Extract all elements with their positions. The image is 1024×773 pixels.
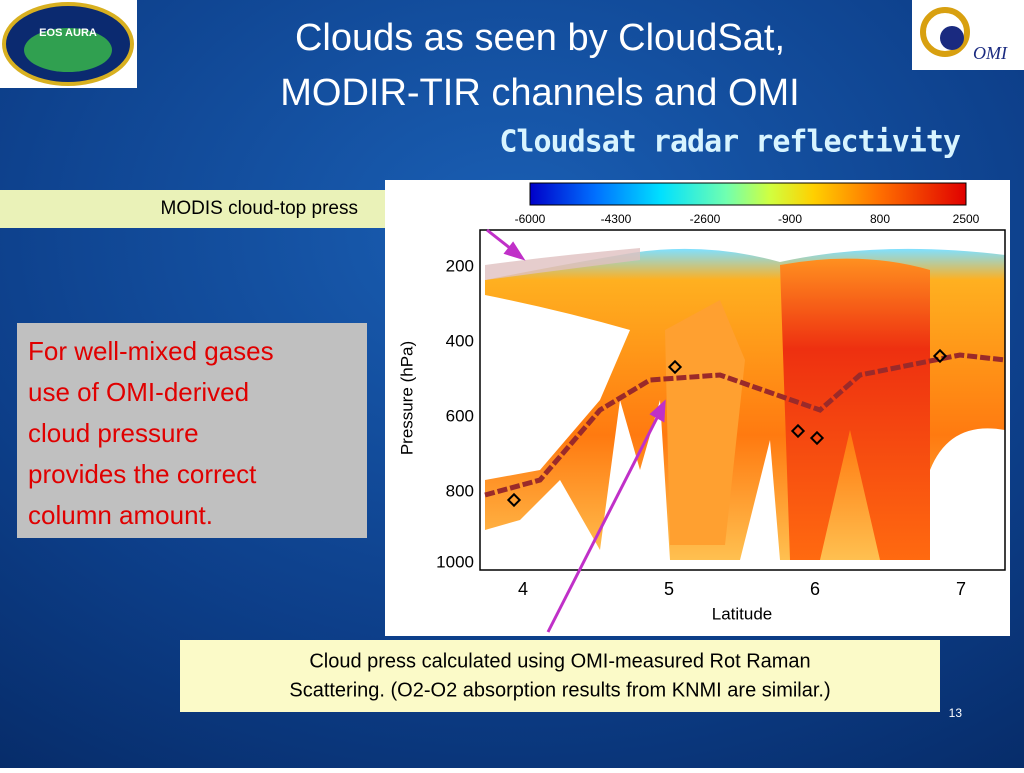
y-tick-label: 200 xyxy=(446,256,474,275)
y-tick-label: 600 xyxy=(446,406,474,425)
y-tick-label: 1000 xyxy=(436,552,474,571)
modis-label-box xyxy=(0,190,385,228)
x-tick-label: 6 xyxy=(810,579,820,599)
colorbar-label: -4300 xyxy=(601,212,632,226)
reflectivity-image xyxy=(484,248,1006,560)
logo-left-globe xyxy=(24,28,112,72)
cloud-column xyxy=(665,300,745,545)
left-box-line: For well-mixed gases xyxy=(28,336,274,366)
title-line: MODIR-TIR channels and OMI xyxy=(280,72,799,114)
y-tick-label: 400 xyxy=(446,331,474,350)
x-tick-labels: 4 5 6 7 xyxy=(518,579,966,599)
x-tick-label: 7 xyxy=(956,579,966,599)
left-box-line: provides the correct xyxy=(28,459,257,489)
x-axis-title: Latitude xyxy=(712,604,773,623)
cloud-core xyxy=(780,258,930,560)
page-number: 13 xyxy=(949,706,963,720)
logo-right-ring xyxy=(920,7,970,57)
colorbar-labels: -6000 -4300 -2600 -900 800 2500 xyxy=(515,212,980,226)
omi-points xyxy=(506,348,948,508)
colorbar xyxy=(529,182,967,206)
left-box-text: For well-mixed gases use of OMI-derived … xyxy=(28,336,274,530)
y-axis-title: Pressure (hPa) xyxy=(397,341,416,455)
plot-frame xyxy=(479,229,1006,571)
colorbar-label: -2600 xyxy=(690,212,721,226)
bottom-box-line: Scattering. (O2-O2 absorption results fr… xyxy=(289,679,830,701)
left-box-line: cloud pressure xyxy=(28,418,199,448)
modis-track xyxy=(484,352,1006,498)
bottom-box-line: Cloud press calculated using OMI-measure… xyxy=(309,650,810,672)
left-box xyxy=(17,323,367,538)
bottom-box xyxy=(180,640,940,712)
left-box-line: column amount. xyxy=(28,500,213,530)
title-line: Clouds as seen by CloudSat, xyxy=(295,17,785,59)
colorbar-label: -900 xyxy=(778,212,802,226)
modis-points xyxy=(485,248,640,280)
subtitle: Cloudsat radar reflectivity xyxy=(499,125,961,160)
modis-label: MODIS cloud-top press xyxy=(161,198,358,219)
logo-right-text: OMI xyxy=(973,43,1008,63)
colorbar-label: 800 xyxy=(870,212,890,226)
logo-left-text: EOS AURA xyxy=(39,27,97,39)
logo-right-dot xyxy=(940,26,964,50)
y-tick-label: 800 xyxy=(446,481,474,500)
x-tick-label: 5 xyxy=(664,579,674,599)
colorbar-label: 2500 xyxy=(953,212,980,226)
y-tick-labels: 200 400 600 800 1000 xyxy=(436,256,474,571)
left-box-line: use of OMI-derived xyxy=(28,377,249,407)
x-tick-label: 4 xyxy=(518,579,528,599)
colorbar-label: -6000 xyxy=(515,212,546,226)
arrows xyxy=(486,228,666,633)
